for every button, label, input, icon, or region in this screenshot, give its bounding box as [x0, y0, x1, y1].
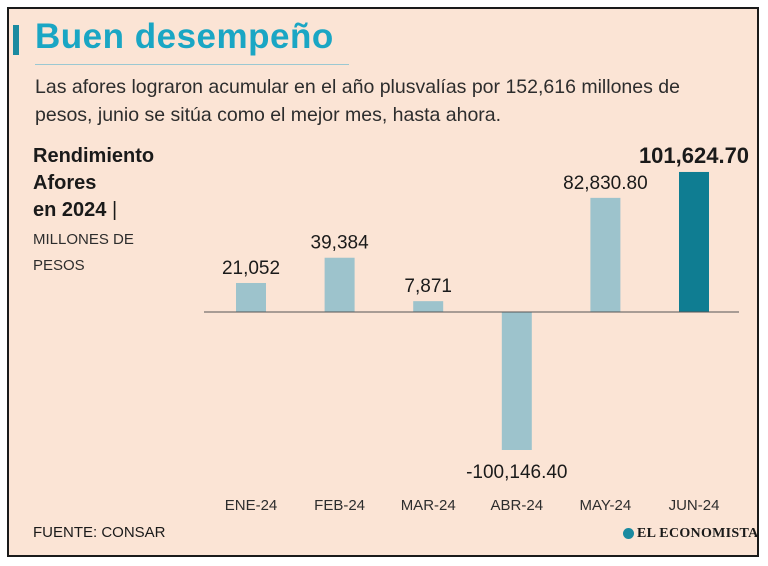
units-line2: PESOS — [33, 257, 85, 274]
data-label: 21,052 — [222, 258, 280, 279]
page-title: Buen desempeño — [35, 17, 334, 56]
chart-title-line1: Rendimiento — [33, 145, 155, 167]
chart-title-separator: | — [111, 199, 118, 221]
bar-chart: 21,052 ENE-24 39,384 FEB-24 7,871 MAR-24 -100,… — [204, 143, 749, 514]
infographic-frame: Buen desempeño Las afores lograron acumu… — [7, 7, 759, 557]
chart-title-line3: en 2024 | — [33, 197, 154, 224]
x-tick-label: MAR-24 — [401, 497, 456, 514]
bar-feb-24 — [324, 257, 355, 312]
units-label: MILLONES DE PESOS — [33, 227, 163, 279]
x-tick-label: JUN-24 — [669, 497, 720, 514]
data-label: 39,384 — [311, 233, 370, 254]
x-tick-label: ENE-24 — [225, 497, 278, 514]
logo-mark-icon — [623, 528, 634, 540]
x-tick-label: ABR-24 — [491, 497, 544, 514]
chart-title-year: en 2024 — [33, 199, 107, 221]
title-underline — [35, 64, 349, 65]
data-label: 101,624.70 — [639, 143, 749, 168]
x-tick-label: FEB-24 — [314, 497, 365, 514]
bar-jun-24 — [679, 171, 709, 312]
bar-may-24 — [590, 197, 621, 312]
bar-mar-24 — [413, 301, 444, 312]
publisher-logo: EL ECONOMISTA — [623, 525, 759, 545]
bar-ene-24 — [236, 282, 266, 312]
title-accent-bar — [13, 25, 19, 55]
x-tick-label: MAY-24 — [580, 497, 632, 514]
units-line1: MILLONES DE — [33, 231, 134, 248]
logo-text: EL ECONOMISTA — [637, 525, 759, 541]
chart-title-line2: Afores — [33, 172, 97, 194]
chart-title: Rendimiento Afores en 2024 | — [33, 143, 154, 224]
subtitle: Las afores lograron acumular en el año p… — [35, 76, 680, 126]
source-note: FUENTE: CONSAR — [33, 524, 166, 541]
data-label: 7,871 — [404, 276, 452, 297]
bar-abr-24 — [501, 312, 532, 450]
data-label: -100,146.40 — [466, 462, 567, 483]
data-label: 82,830.80 — [563, 173, 648, 194]
